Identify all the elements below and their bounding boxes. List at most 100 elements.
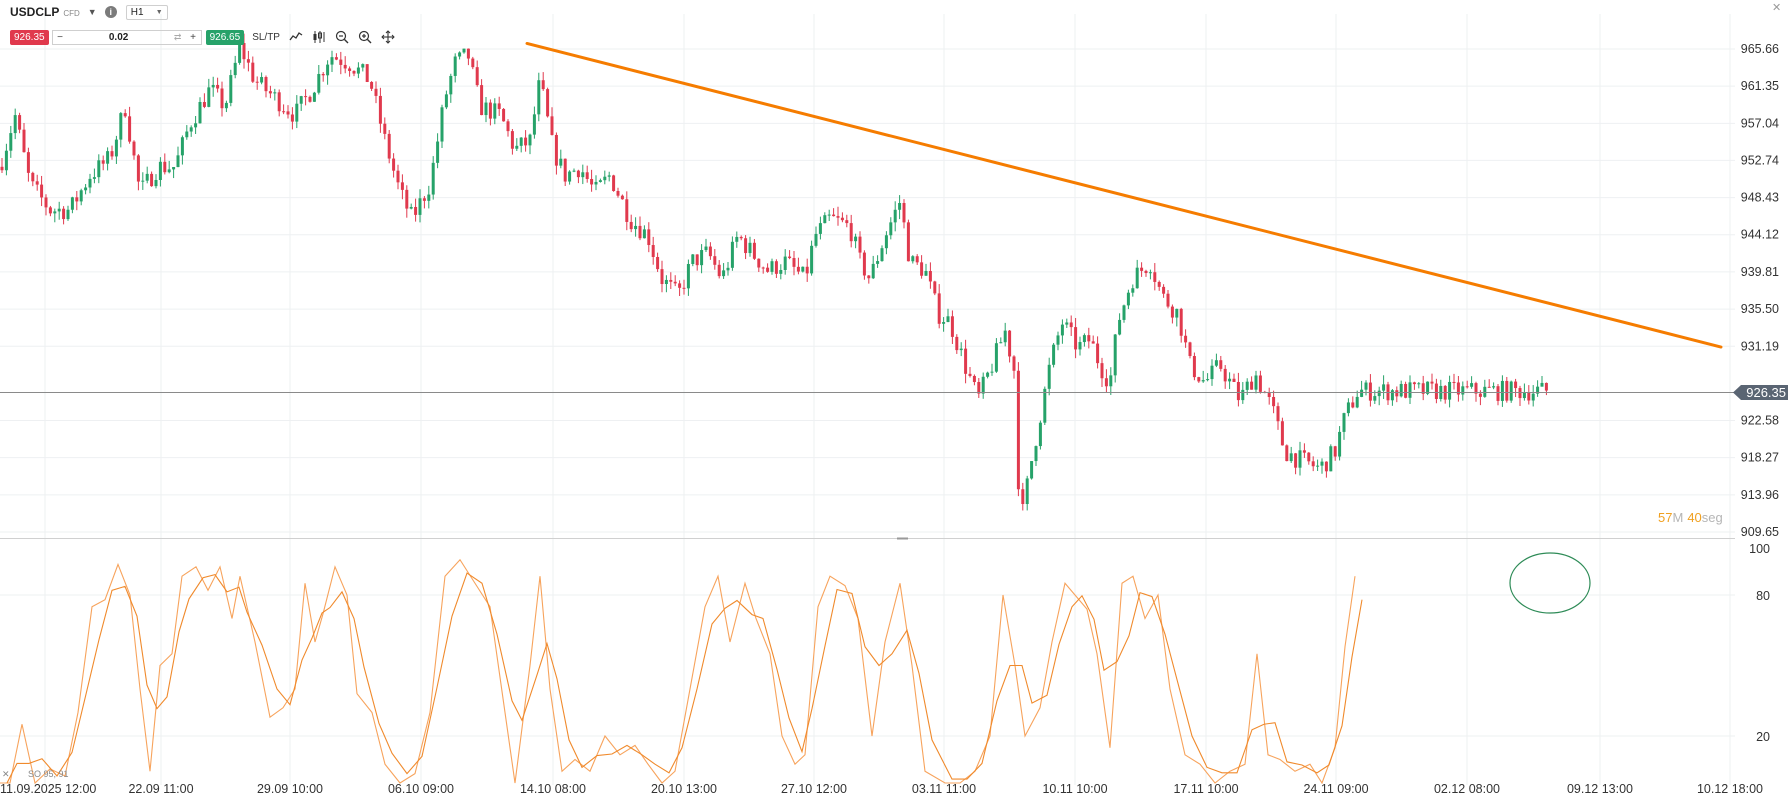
overbought-annotation-ellipse[interactable] xyxy=(1509,552,1591,614)
candle-body xyxy=(255,81,259,83)
candle-body xyxy=(550,116,554,135)
candle-body xyxy=(1100,363,1104,379)
zoom-out-icon[interactable] xyxy=(335,30,349,44)
candle-body xyxy=(1131,288,1135,293)
line-chart-icon[interactable] xyxy=(289,30,303,44)
decrease-quantity-button[interactable]: − xyxy=(57,31,64,43)
close-icon[interactable]: ✕ xyxy=(1772,2,1781,14)
candle-body xyxy=(1478,393,1482,397)
price-tick-label: 935.50 xyxy=(1741,302,1779,316)
candle-body xyxy=(299,96,303,104)
swap-icon[interactable]: ⇄ xyxy=(173,31,182,42)
candle-body xyxy=(651,245,655,257)
candle-body xyxy=(801,266,805,272)
candle-body xyxy=(1452,381,1456,383)
candle-body xyxy=(53,211,57,214)
candle-body xyxy=(189,127,193,132)
symbol-dropdown-icon[interactable]: ▼ xyxy=(87,7,97,17)
candle-body xyxy=(317,73,321,93)
indicator-close-icon[interactable]: ✕ xyxy=(2,769,10,779)
candle-body xyxy=(920,262,924,276)
candle-body xyxy=(70,197,74,210)
candle-body xyxy=(44,197,48,208)
candle-body xyxy=(1135,267,1139,289)
candle-body xyxy=(968,373,972,376)
quantity-stepper[interactable]: − 0.02 ⇄ + xyxy=(51,29,202,45)
symbol-name[interactable]: USDCLP xyxy=(10,5,60,19)
price-tick-label: 965.66 xyxy=(1741,42,1779,56)
candle-body xyxy=(708,246,712,257)
candle-body xyxy=(66,209,70,220)
candle-body xyxy=(1082,335,1086,343)
candle-body xyxy=(906,222,910,262)
candle-body xyxy=(612,175,616,192)
candle-body xyxy=(158,161,162,180)
candle-body xyxy=(761,267,765,269)
candle-body xyxy=(590,178,594,185)
candle-body xyxy=(75,197,79,202)
candle-body xyxy=(220,88,224,109)
candle-body xyxy=(1373,396,1377,401)
info-icon[interactable]: i xyxy=(104,6,117,18)
sell-button[interactable]: 926.35 xyxy=(10,29,49,45)
candle-body xyxy=(1153,272,1157,282)
candle-body xyxy=(1430,381,1434,384)
time-tick-label: 06.10 09:00 xyxy=(388,782,454,796)
candle-body xyxy=(634,225,638,230)
grid-lines xyxy=(0,14,1735,785)
candle-body xyxy=(1289,453,1293,462)
candle-body xyxy=(1487,386,1491,388)
buy-button[interactable]: 926.65 xyxy=(205,29,245,45)
indicator-label[interactable]: ✕ SO 95, 91 xyxy=(2,769,69,779)
candle-body xyxy=(462,48,466,53)
candle-body xyxy=(1544,382,1548,391)
candle-body xyxy=(497,103,501,109)
trendline[interactable] xyxy=(525,41,1723,349)
candle-body xyxy=(726,267,730,271)
candle-body xyxy=(1030,461,1034,479)
candle-body xyxy=(40,184,44,198)
price-tick-label: 961.35 xyxy=(1741,79,1779,93)
candle-body xyxy=(1346,402,1350,414)
price-tick-label: 909.65 xyxy=(1741,525,1779,539)
candles-type-icon[interactable] xyxy=(312,30,326,44)
zoom-in-icon[interactable] xyxy=(358,30,372,44)
candle-body xyxy=(1514,381,1518,389)
candle-body xyxy=(955,336,959,351)
candle-body xyxy=(695,254,699,266)
price-tick-label: 957.04 xyxy=(1741,116,1779,130)
candle-body xyxy=(1496,386,1500,401)
candle-body xyxy=(647,229,651,246)
candle-body xyxy=(119,113,123,140)
candle-body xyxy=(1219,360,1223,369)
candle-body xyxy=(1298,450,1302,468)
candle-body xyxy=(1360,389,1364,397)
candle-body xyxy=(176,155,180,168)
candle-body xyxy=(1008,330,1012,357)
increase-quantity-button[interactable]: + xyxy=(190,31,197,43)
candle-body xyxy=(867,275,871,279)
timeframe-select[interactable]: H1 ▼ xyxy=(125,4,168,20)
candle-body xyxy=(766,267,770,272)
candle-body xyxy=(114,139,118,157)
candle-body xyxy=(1395,390,1399,397)
crosshair-move-icon[interactable] xyxy=(381,30,395,44)
quantity-input[interactable]: 0.02 xyxy=(108,31,129,43)
stoch-tick-label: 20 xyxy=(1756,730,1770,744)
candle-body xyxy=(471,58,475,68)
price-tick-label: 939.81 xyxy=(1741,265,1779,279)
candle-body xyxy=(1276,406,1280,422)
candle-body xyxy=(1188,342,1192,357)
sltp-button[interactable]: SL/TP xyxy=(252,31,280,43)
candle-body xyxy=(436,141,440,163)
candle-body xyxy=(4,150,8,171)
candle-body xyxy=(128,116,132,142)
candle-body xyxy=(308,96,312,102)
candle-body xyxy=(1206,379,1210,381)
candle-body xyxy=(202,102,206,107)
candle-body xyxy=(194,123,198,128)
candle-body xyxy=(84,187,88,191)
price-tick-label: 922.58 xyxy=(1741,413,1779,427)
candle-body xyxy=(1052,344,1056,365)
